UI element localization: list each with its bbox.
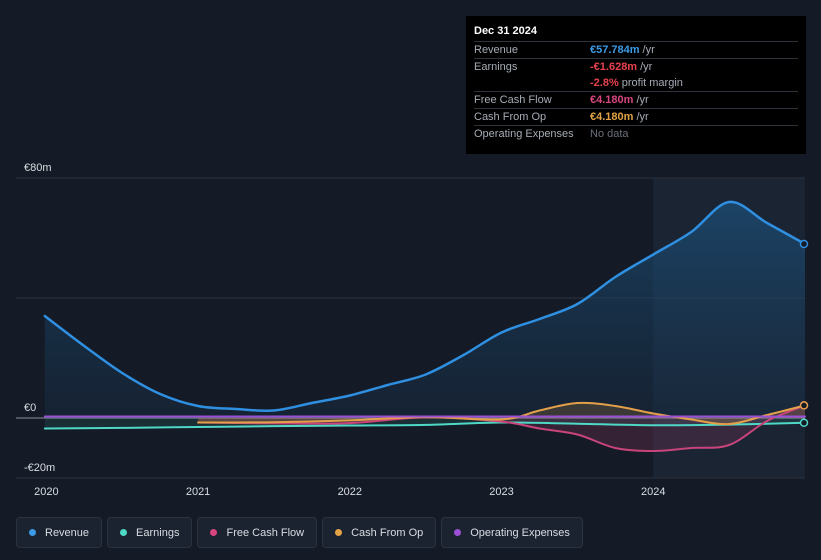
tooltip-unit: /yr	[640, 61, 653, 73]
tooltip-value: -€1.628m	[590, 61, 638, 73]
legend-label: Free Cash Flow	[226, 526, 305, 539]
x-tick-label: 2023	[489, 486, 513, 498]
cash-from-op-line	[197, 401, 806, 426]
x-tick-label: 2022	[338, 486, 362, 498]
earnings-end-point	[799, 418, 809, 428]
y-tick-label: €0	[24, 402, 36, 414]
x-tick-label: 2024	[641, 486, 665, 498]
legend: Revenue Earnings Free Cash Flow Cash Fro…	[16, 517, 583, 549]
legend-label: Revenue	[45, 526, 90, 539]
free-cash-flow-line	[197, 404, 806, 453]
tooltip-row-earnings: Earnings -€1.628m /yr	[474, 58, 798, 75]
tooltip-row-cfo: Cash From Op €4.180m /yr	[474, 108, 798, 125]
revenue-end-point	[799, 239, 809, 249]
legend-dot-icon	[120, 529, 128, 536]
tooltip-unit: /yr	[636, 111, 649, 123]
tooltip-label: Revenue	[474, 44, 519, 56]
x-tick-label: 2021	[186, 486, 210, 498]
tooltip-label: Cash From Op	[474, 111, 547, 123]
legend-item-revenue[interactable]: Revenue	[16, 517, 103, 548]
legend-label: Earnings	[136, 526, 180, 539]
x-tick-label: 2020	[34, 486, 58, 498]
tooltip-value: €4.180m	[590, 94, 634, 106]
tooltip-label: Earnings	[474, 61, 518, 73]
tooltip-value: €57.784m	[590, 44, 640, 56]
chart-area: €80m €0 -€20m 2020 2021 2022 2023 2024	[16, 162, 809, 498]
tooltip-value: €4.180m	[590, 111, 634, 123]
legend-item-cash-from-op[interactable]: Cash From Op	[322, 517, 437, 548]
free-cash-flow-area	[198, 405, 806, 451]
tooltip-row-fcf: Free Cash Flow €4.180m /yr	[474, 91, 798, 108]
tooltip-label: Free Cash Flow	[474, 94, 552, 106]
y-tick-label: -€20m	[24, 462, 55, 474]
tooltip-unit: profit margin	[621, 77, 683, 89]
tooltip-date: Dec 31 2024	[474, 25, 537, 37]
tooltip-label: Operating Expenses	[474, 128, 574, 140]
cash-from-op-end-point	[799, 401, 809, 410]
legend-label: Operating Expenses	[470, 526, 570, 539]
tooltip-value: -2.8%	[590, 77, 619, 89]
tooltip-row-opex: Operating Expenses No data	[474, 125, 798, 142]
tooltip-value: No data	[590, 128, 629, 140]
legend-dot-icon	[210, 529, 218, 536]
tooltip-unit: /yr	[636, 94, 649, 106]
legend-dot-icon	[335, 529, 343, 536]
cash-from-op-area	[198, 402, 806, 425]
tooltip-unit: /yr	[642, 44, 655, 56]
legend-item-free-cash-flow[interactable]: Free Cash Flow	[197, 517, 318, 548]
legend-item-earnings[interactable]: Earnings	[107, 517, 193, 548]
revenue-line	[43, 200, 807, 413]
legend-label: Cash From Op	[351, 526, 424, 539]
tooltip-label	[474, 75, 590, 91]
legend-dot-icon	[454, 529, 462, 536]
legend-item-operating-expenses[interactable]: Operating Expenses	[441, 517, 583, 548]
tooltip-panel: Dec 31 2024 Revenue €57.784m /yr Earning…	[466, 16, 806, 154]
tooltip-row-margin: -2.8% profit margin	[474, 75, 798, 91]
earnings-line	[43, 421, 806, 430]
y-tick-label: €80m	[24, 162, 52, 174]
legend-dot-icon	[29, 529, 36, 536]
revenue-area	[44, 201, 805, 418]
tooltip-row-revenue: Revenue €57.784m /yr	[474, 41, 798, 58]
